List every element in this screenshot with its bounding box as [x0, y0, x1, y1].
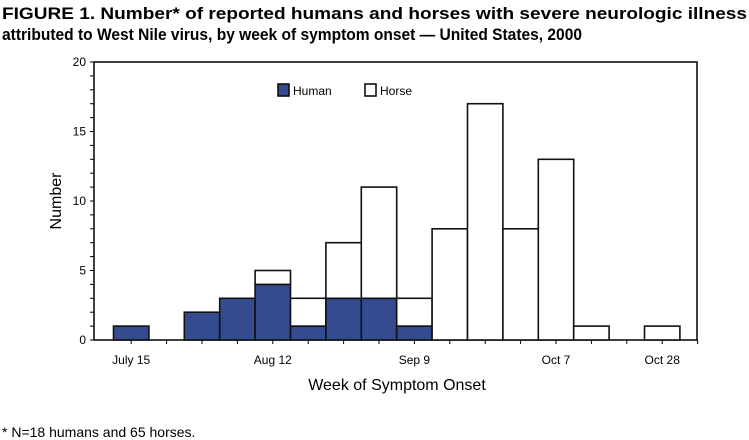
bar-horse — [643, 325, 681, 341]
legend: Human Horse — [277, 83, 412, 98]
bar-horse — [325, 241, 363, 300]
bar-human — [289, 325, 327, 341]
bar-horse — [395, 297, 433, 327]
bar-horse — [289, 297, 327, 327]
x-tick-label: Sep 9 — [399, 353, 431, 367]
x-tick-label: Aug 12 — [254, 353, 292, 367]
legend-label-human: Human — [293, 84, 332, 98]
y-axis-label: Number — [48, 172, 65, 230]
x-axis-label: Week of Symptom Onset — [308, 377, 486, 394]
bar-human — [325, 297, 363, 341]
figure-title-line2: attributed to West Nile virus, by week o… — [2, 25, 582, 44]
bar-horse — [466, 102, 504, 341]
y-tick-label: 0 — [79, 333, 86, 347]
legend-swatch-horse — [364, 83, 377, 97]
bar-human — [360, 297, 398, 341]
y-tick-label: 10 — [73, 194, 87, 208]
bar-human — [183, 311, 221, 341]
x-tick-label: Oct 28 — [645, 353, 681, 367]
y-tick-label: 5 — [79, 264, 86, 278]
legend-swatch-human — [277, 83, 290, 97]
bar-human — [218, 297, 256, 341]
figure-title-line1: FIGURE 1. Number* of reported humans and… — [2, 4, 747, 23]
bar-horse — [502, 228, 540, 341]
bar-human — [395, 325, 433, 341]
x-tick-label: Oct 7 — [542, 353, 571, 367]
plot-area: 0 5 10 15 20 July 15 Aug 12 Sep 9 Oct 7 Oct 28 — [73, 55, 699, 367]
legend-label-horse: Horse — [380, 84, 412, 98]
footnote: * N=18 humans and 65 horses. — [2, 424, 195, 440]
bar-human — [254, 283, 292, 341]
bar-horse — [360, 186, 398, 300]
y-tick-label: 15 — [73, 125, 87, 139]
bar-horse — [537, 158, 575, 341]
bar-human — [112, 325, 150, 341]
bar-horse — [254, 269, 292, 286]
bar-horse — [572, 325, 610, 341]
bar-horse — [431, 228, 469, 341]
y-tick-label: 20 — [73, 55, 87, 69]
x-tick-label: July 15 — [112, 353, 150, 367]
